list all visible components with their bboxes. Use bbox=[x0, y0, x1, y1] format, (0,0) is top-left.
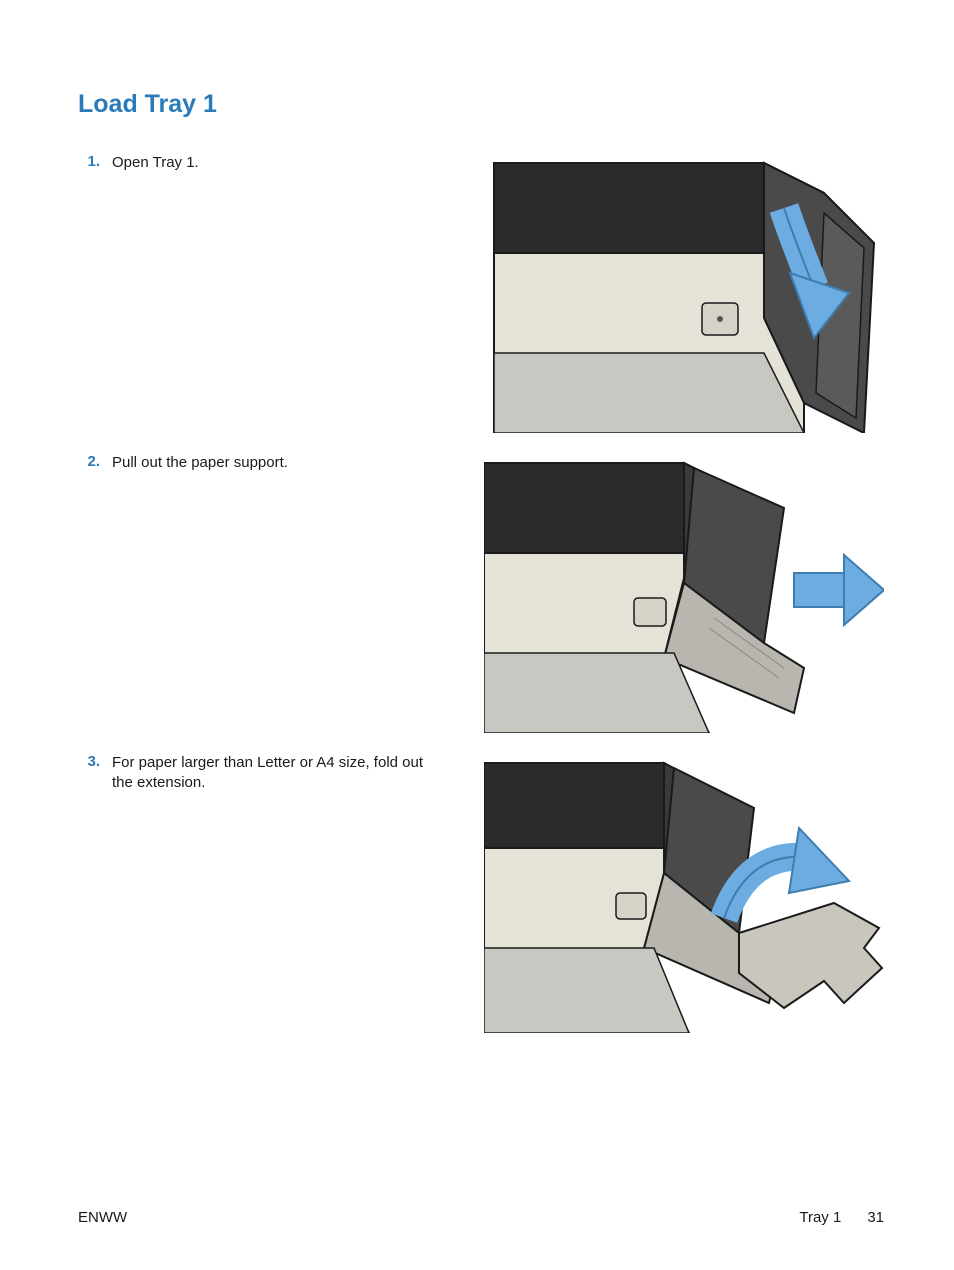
footer-right: Tray 1 31 bbox=[799, 1209, 884, 1226]
step-3-illustration-wrap bbox=[458, 753, 884, 1033]
step-2-illustration bbox=[484, 453, 884, 733]
step-1-illustration bbox=[484, 153, 884, 433]
step-1-number: 1. bbox=[78, 153, 112, 173]
step-2-illustration-wrap bbox=[458, 453, 884, 733]
step-2: 2. Pull out the paper support. bbox=[78, 453, 884, 733]
step-3-text-block: 3. For paper larger than Letter or A4 si… bbox=[78, 753, 458, 794]
footer-section-label: Tray 1 bbox=[799, 1209, 841, 1226]
footer-page-number: 31 bbox=[867, 1209, 884, 1226]
step-1-illustration-wrap bbox=[458, 153, 884, 433]
step-3-illustration bbox=[484, 753, 884, 1033]
step-1-text: Open Tray 1. bbox=[112, 153, 209, 173]
section-heading: Load Tray 1 bbox=[78, 90, 884, 119]
step-2-text-block: 2. Pull out the paper support. bbox=[78, 453, 458, 473]
footer-left: ENWW bbox=[78, 1209, 127, 1226]
step-3: 3. For paper larger than Letter or A4 si… bbox=[78, 753, 884, 1033]
step-1-text-block: 1. Open Tray 1. bbox=[78, 153, 458, 173]
step-3-text: For paper larger than Letter or A4 size,… bbox=[112, 753, 458, 794]
page-footer: ENWW Tray 1 31 bbox=[78, 1209, 884, 1226]
steps-list: 1. Open Tray 1. bbox=[78, 153, 884, 1053]
step-2-number: 2. bbox=[78, 453, 112, 473]
step-2-text: Pull out the paper support. bbox=[112, 453, 298, 473]
step-3-number: 3. bbox=[78, 753, 112, 794]
arrow-pull-icon bbox=[794, 555, 884, 625]
step-1: 1. Open Tray 1. bbox=[78, 153, 884, 433]
page: Load Tray 1 1. Open Tray 1. bbox=[0, 0, 954, 1270]
